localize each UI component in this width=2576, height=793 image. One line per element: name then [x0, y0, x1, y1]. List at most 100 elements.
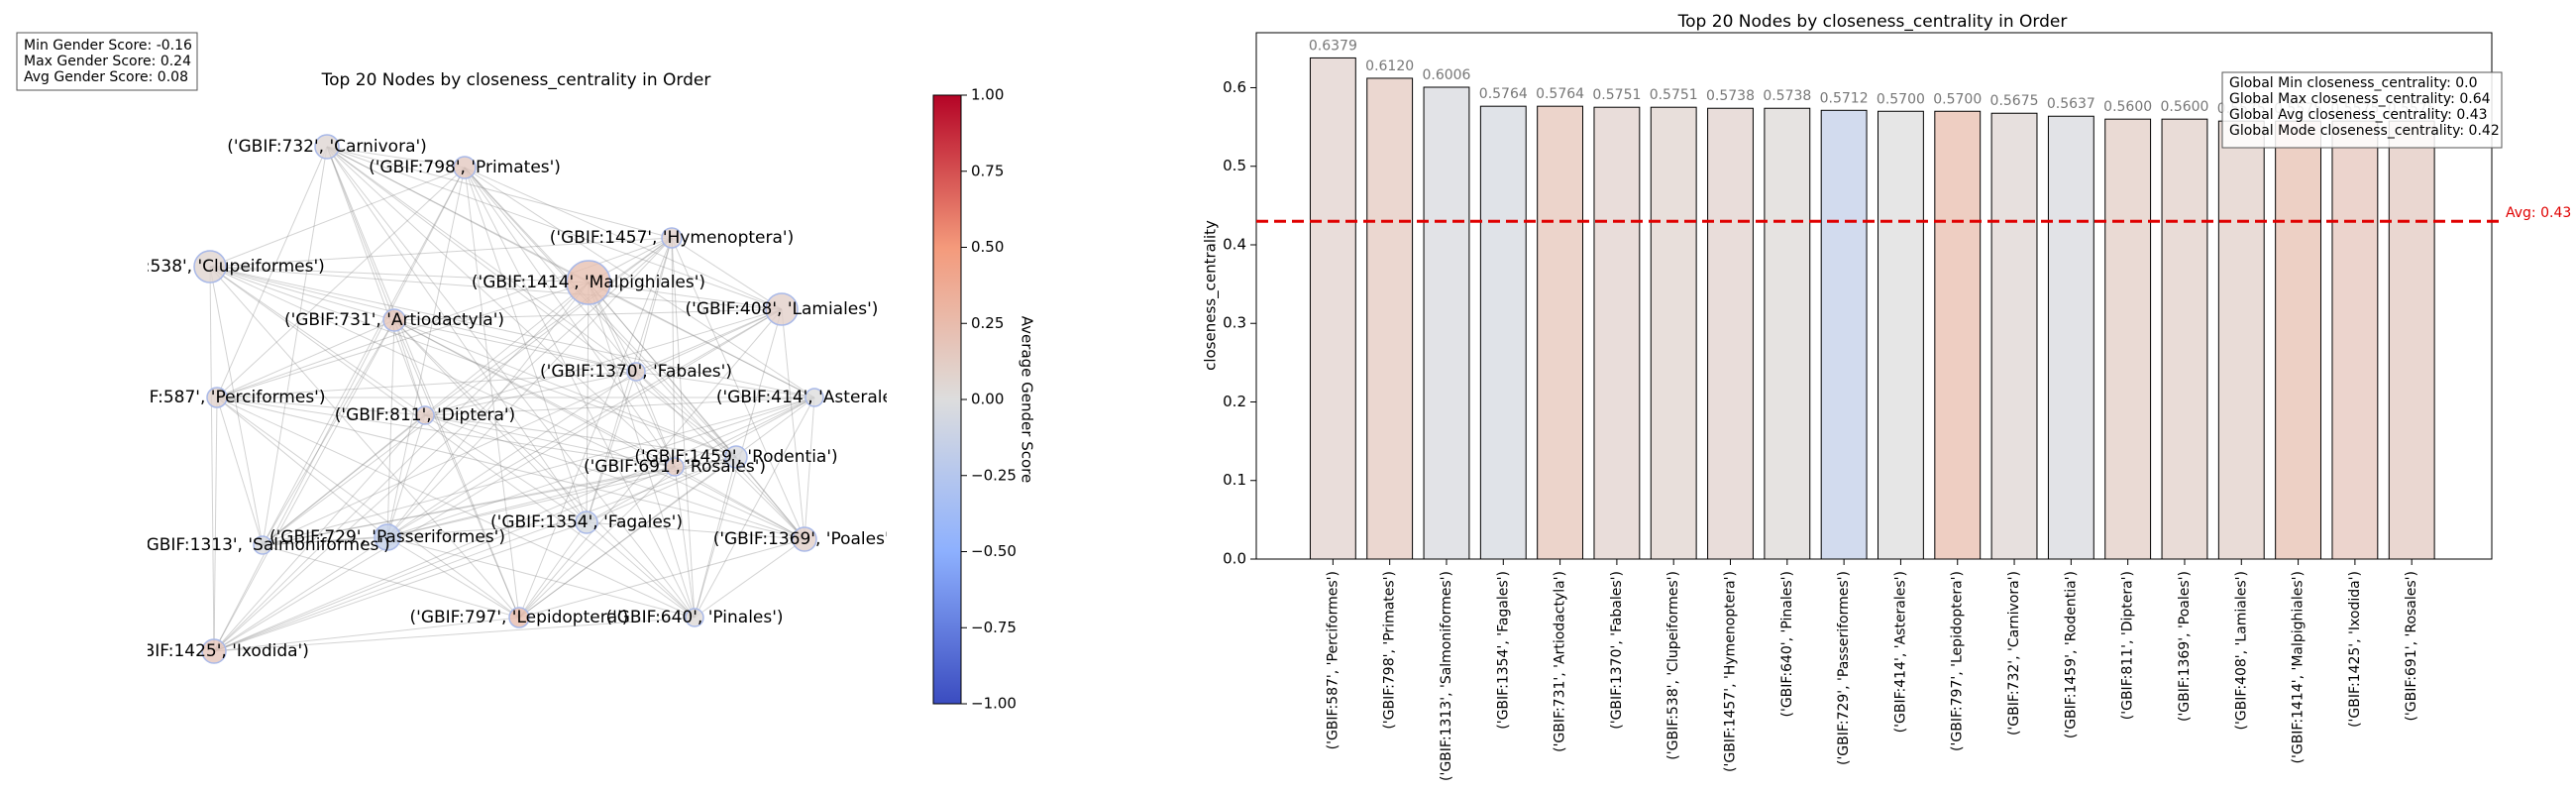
edge	[262, 414, 426, 546]
node	[201, 638, 227, 664]
edge	[674, 466, 696, 619]
edge	[216, 167, 466, 398]
edge	[464, 167, 737, 458]
value-label: 0.5764	[1536, 86, 1584, 102]
edge	[213, 456, 737, 652]
edge	[326, 146, 696, 619]
edge	[588, 282, 815, 398]
edge	[635, 371, 676, 468]
value-label: 0.5751	[1650, 87, 1698, 103]
x-tick-label: ('GBIF:1354', 'Fagales')	[1495, 571, 1511, 730]
edge	[386, 396, 815, 538]
y-tick-label: 0.5	[1223, 157, 1246, 174]
value-label: 0.5738	[1763, 88, 1811, 104]
x-tick-label: ('GBIF:538', 'Clupeiformes')	[1665, 571, 1681, 760]
colorbar-tick-label: 0.25	[971, 314, 1004, 332]
bar	[1479, 105, 1527, 560]
value-label: 0.5738	[1706, 88, 1755, 104]
edge	[216, 319, 395, 398]
edge	[216, 396, 676, 468]
edge	[464, 167, 676, 468]
value-label: 0.6379	[1309, 38, 1357, 54]
bar	[2331, 120, 2379, 560]
node	[805, 388, 824, 407]
edge	[326, 146, 673, 239]
node-label: ('GBIF:797', 'Lepidoptera')	[410, 608, 629, 627]
y-tick-label: 0.6	[1223, 78, 1246, 96]
colorbar-tick-label: 0.75	[971, 162, 1004, 179]
edge	[671, 237, 783, 310]
bar	[1537, 105, 1584, 560]
node	[665, 457, 685, 477]
colorbar-tick-label: 1.00	[971, 86, 1004, 104]
node-label: ('GBIF:1313', 'Salmoniformes')	[135, 535, 389, 555]
edge	[216, 396, 696, 619]
edge	[518, 396, 815, 619]
edge	[464, 167, 520, 619]
edge	[464, 167, 815, 398]
node-label: ('GBIF:729', 'Passeriformes')	[269, 527, 505, 547]
colorbar-tick-label: 0.50	[971, 238, 1004, 256]
edge	[262, 146, 328, 546]
node-label: ('GBIF:1370', 'Fabales')	[540, 362, 732, 382]
edge	[216, 396, 520, 619]
node	[206, 387, 228, 408]
y-tick-label: 0.0	[1223, 550, 1246, 568]
edge	[262, 396, 815, 546]
bar	[1820, 109, 1868, 560]
network-title: Top 20 Nodes by closeness_centrality in …	[321, 70, 711, 90]
edge	[635, 308, 783, 373]
edge	[326, 146, 395, 321]
colorbar-tick-label: −0.75	[971, 619, 1017, 636]
edge	[586, 456, 737, 523]
edge	[518, 521, 588, 619]
node-label: ('GBIF:811', 'Diptera')	[335, 405, 515, 425]
edge	[213, 167, 466, 652]
edge	[326, 146, 466, 169]
edge	[262, 521, 588, 546]
value-label: 0.6120	[1365, 58, 1414, 74]
stats-box	[16, 32, 198, 91]
edge	[386, 466, 676, 538]
edge	[424, 414, 676, 468]
value-label: 0.6006	[1422, 67, 1470, 83]
edge	[674, 396, 815, 468]
y-tick-label: 0.4	[1223, 235, 1246, 253]
edge	[326, 146, 590, 283]
edge	[386, 319, 395, 538]
edge	[326, 146, 588, 523]
edge	[635, 371, 815, 398]
edge	[424, 414, 805, 540]
bar	[1593, 106, 1641, 560]
edge	[393, 308, 783, 321]
x-tick-label: ('GBIF:731', 'Artiodactyla')	[1553, 571, 1568, 752]
bar	[1764, 107, 1811, 560]
x-tick-label: ('GBIF:1369', 'Poales')	[2177, 571, 2193, 722]
bar	[1309, 57, 1356, 560]
node	[453, 156, 477, 179]
edge	[209, 266, 590, 283]
node	[685, 608, 704, 627]
edge	[213, 396, 815, 652]
edge	[216, 396, 805, 540]
edge	[464, 167, 637, 373]
info-box	[2221, 71, 2503, 149]
value-label: 0.5764	[1479, 86, 1528, 102]
edge	[671, 237, 805, 540]
edge	[326, 146, 637, 373]
edge	[586, 371, 637, 523]
node-label: ('GBIF:587', 'Perciformes')	[109, 388, 326, 407]
edge	[209, 266, 696, 619]
edge	[674, 466, 805, 540]
node-label: ('GBIF:1425', 'Ixodida')	[119, 641, 309, 661]
edge	[518, 456, 737, 619]
x-tick-label: ('GBIF:798', 'Primates')	[1382, 571, 1398, 730]
edge	[386, 237, 673, 538]
value-label: 0.5700	[1877, 91, 1925, 107]
edge	[464, 167, 783, 310]
edge	[213, 466, 676, 652]
bar	[1423, 86, 1470, 560]
edge	[209, 266, 395, 321]
node-label: ('GBIF:1414', 'Malpighiales')	[472, 273, 705, 292]
stats-text: Avg Gender Score: 0.08	[24, 69, 188, 85]
